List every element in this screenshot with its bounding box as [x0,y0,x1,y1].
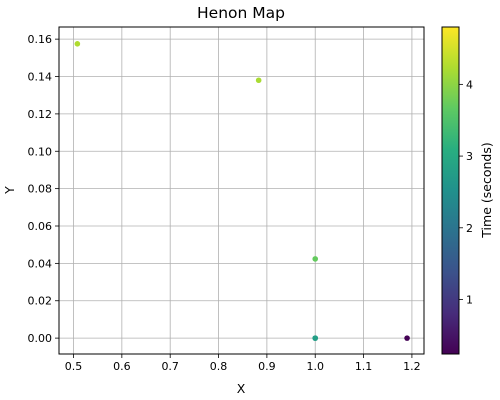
data-point [255,77,262,84]
x-axis-ticks: 0.5 0.6 0.7 0.8 0.9 1.0 1.1 1.2 [65,354,421,373]
y-tick-label: 0.12 [28,108,53,121]
x-tick-label: 0.8 [210,360,228,373]
data-point [74,41,81,47]
data-point [312,335,319,341]
colorbar-tick-label: 3 [466,150,473,163]
grid-lines [59,27,424,354]
y-tick-label: 0.06 [28,220,53,233]
colorbar [442,27,459,354]
x-tick-label: 1.1 [355,360,373,373]
y-tick-label: 0.04 [28,257,53,270]
x-tick-label: 0.7 [161,360,179,373]
x-tick-label: 0.6 [113,360,131,373]
y-axis-label: Y [2,186,17,195]
colorbar-frame [441,26,460,355]
data-point [312,256,319,262]
data-points [74,41,410,341]
colorbar-label: Time (seconds) [479,142,494,238]
y-tick-label: 0.10 [28,145,53,158]
data-point [404,335,410,341]
x-tick-label: 1.2 [403,360,421,373]
y-axis-ticks: 0.00 0.02 0.04 0.06 0.08 0.10 0.12 0.14 0.16 [28,33,59,345]
colorbar-tick-label: 2 [466,222,473,235]
y-tick-label: 0.02 [28,295,53,308]
plot-frame [58,26,425,355]
x-tick-label: 0.9 [258,360,276,373]
x-axis-label: X [237,381,246,396]
y-tick-label: 0.14 [28,71,53,84]
y-tick-label: 0.08 [28,183,53,196]
y-tick-label: 0.00 [28,332,53,345]
colorbar-tick-label: 1 [466,294,473,307]
colorbar-ticks: 1 2 3 4 [459,78,473,307]
colorbar-tick-label: 4 [466,78,473,91]
y-tick-label: 0.16 [28,33,53,46]
x-tick-label: 0.5 [65,360,83,373]
chart-title: Henon Map [197,4,285,22]
x-tick-label: 1.0 [306,360,324,373]
